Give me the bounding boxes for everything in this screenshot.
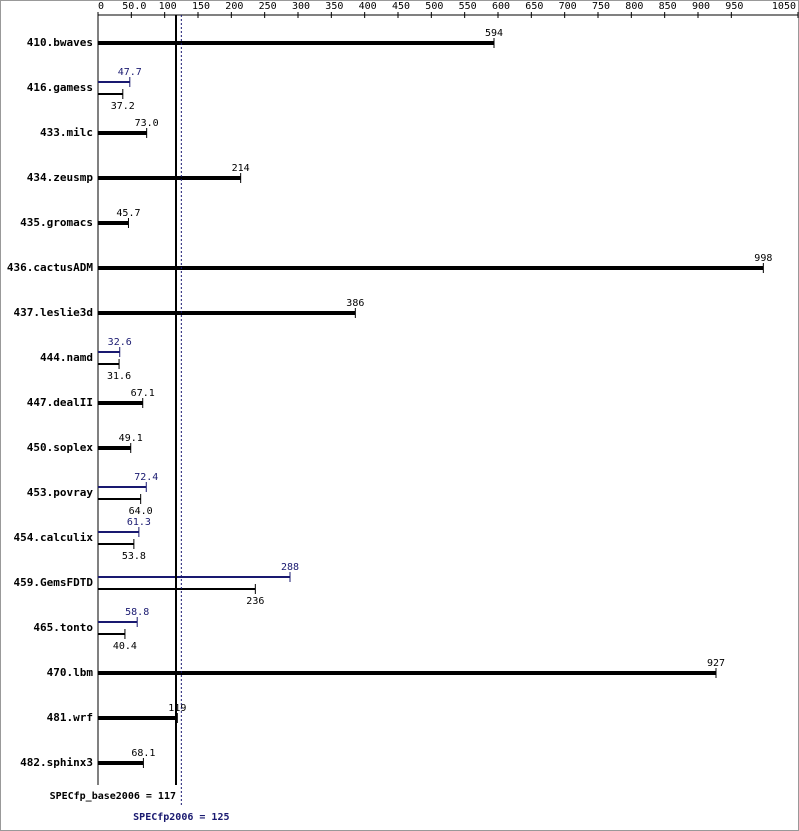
- bar: [98, 576, 290, 578]
- x-tick-label: 250: [259, 1, 277, 12]
- category-label: 436.cactusADM: [7, 261, 93, 274]
- value-label: 61.3: [127, 517, 151, 528]
- value-label: 49.1: [119, 433, 143, 444]
- bar: [98, 486, 147, 488]
- x-tick-label: 350: [325, 1, 343, 12]
- value-label: 67.1: [131, 388, 155, 399]
- x-tick-label: 400: [359, 1, 377, 12]
- value-label: 40.4: [113, 641, 137, 652]
- value-label: 32.6: [108, 337, 132, 348]
- value-label: 236: [246, 596, 264, 607]
- bar: [98, 221, 129, 225]
- x-tick-label: 950: [725, 1, 743, 12]
- x-tick-label: 850: [659, 1, 677, 12]
- bar: [98, 543, 134, 545]
- value-label: 386: [346, 298, 364, 309]
- category-label: 459.GemsFDTD: [14, 576, 94, 589]
- category-label: 433.milc: [40, 126, 93, 139]
- bar: [98, 401, 143, 405]
- category-label: 437.leslie3d: [14, 306, 93, 319]
- value-label: 68.1: [131, 748, 155, 759]
- value-label: 73.0: [135, 118, 159, 129]
- bar: [98, 363, 120, 365]
- bar: [98, 633, 125, 635]
- value-label: 47.7: [118, 67, 142, 78]
- bar: [98, 351, 120, 353]
- x-tick-label: 50.0: [122, 1, 146, 12]
- bar: [98, 761, 144, 765]
- bar: [98, 41, 494, 45]
- category-label: 447.dealII: [27, 396, 93, 409]
- bar: [98, 266, 764, 270]
- value-label: 998: [754, 253, 772, 264]
- x-tick-label: 450: [392, 1, 410, 12]
- category-label: 450.soplex: [27, 441, 94, 454]
- category-label: 410.bwaves: [27, 36, 93, 49]
- value-label: 58.8: [125, 607, 149, 618]
- value-label: 64.0: [129, 506, 153, 517]
- value-label: 31.6: [107, 371, 131, 382]
- bar: [98, 621, 138, 623]
- bar: [98, 531, 139, 533]
- x-tick-label: 1050: [772, 1, 796, 12]
- value-label: 119: [168, 703, 186, 714]
- reference-label: SPECfp_base2006 = 117: [50, 791, 176, 802]
- x-tick-label: 500: [425, 1, 443, 12]
- category-label: 482.sphinx3: [20, 756, 93, 769]
- x-tick-label: 150: [192, 1, 210, 12]
- category-label: 465.tonto: [33, 621, 93, 634]
- bar: [98, 81, 130, 83]
- x-tick-label: 600: [492, 1, 510, 12]
- x-tick-label: 650: [525, 1, 543, 12]
- x-tick-label: 200: [225, 1, 243, 12]
- category-label: 454.calculix: [14, 531, 94, 544]
- bar: [98, 176, 241, 180]
- x-tick-label: 900: [692, 1, 710, 12]
- category-label: 481.wrf: [47, 711, 93, 724]
- category-label: 416.gamess: [27, 81, 93, 94]
- x-tick-label: 550: [459, 1, 477, 12]
- value-label: 927: [707, 658, 725, 669]
- value-label: 53.8: [122, 551, 146, 562]
- bar: [98, 93, 123, 95]
- reference-label: SPECfp2006 = 125: [133, 812, 229, 823]
- value-label: 214: [232, 163, 250, 174]
- value-label: 72.4: [134, 472, 158, 483]
- x-tick-label: 0: [98, 1, 104, 12]
- bar: [98, 311, 356, 315]
- value-label: 288: [281, 562, 299, 573]
- category-label: 453.povray: [27, 486, 94, 499]
- value-label: 594: [485, 28, 503, 39]
- x-tick-label: 100: [159, 1, 177, 12]
- x-tick-label: 300: [292, 1, 310, 12]
- bar: [98, 498, 141, 500]
- x-tick-label: 700: [559, 1, 577, 12]
- category-label: 434.zeusmp: [27, 171, 94, 184]
- bar: [98, 716, 178, 720]
- category-label: 435.gromacs: [20, 216, 93, 229]
- bar: [98, 671, 716, 675]
- bar: [98, 131, 147, 135]
- value-label: 37.2: [111, 101, 135, 112]
- category-label: 444.namd: [40, 351, 93, 364]
- x-tick-label: 800: [625, 1, 643, 12]
- x-tick-label: 750: [592, 1, 610, 12]
- bar: [98, 446, 131, 450]
- value-label: 45.7: [116, 208, 140, 219]
- category-label: 470.lbm: [47, 666, 94, 679]
